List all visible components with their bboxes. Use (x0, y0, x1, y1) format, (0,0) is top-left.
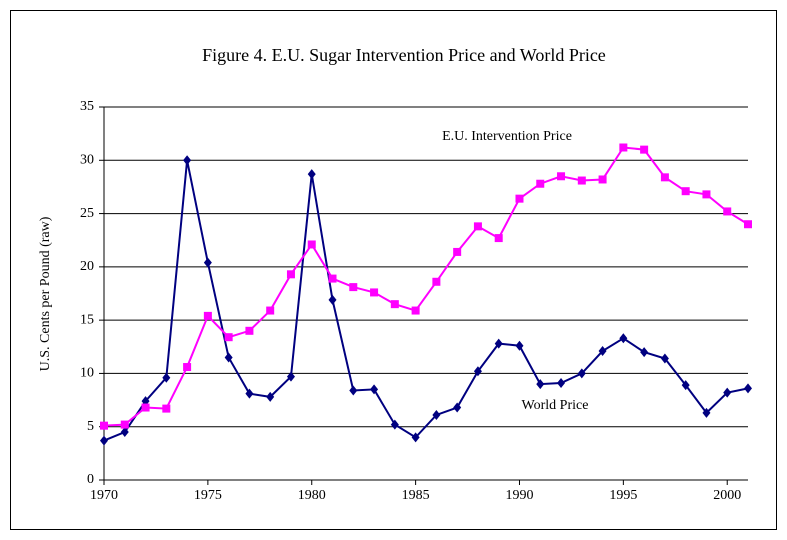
marker (286, 270, 295, 279)
marker (120, 427, 129, 438)
marker (286, 371, 295, 382)
marker (100, 421, 108, 430)
marker (245, 326, 254, 335)
chart-title: Figure 4. E.U. Sugar Intervention Price … (202, 45, 606, 65)
marker (494, 234, 503, 243)
marker (120, 420, 129, 429)
marker (349, 283, 358, 292)
marker (370, 288, 379, 297)
marker (141, 403, 150, 412)
y-tick-label: 10 (80, 366, 94, 381)
marker (557, 378, 566, 389)
marker (744, 220, 752, 229)
marker (245, 388, 254, 399)
marker (432, 277, 441, 286)
marker (536, 379, 545, 390)
marker (619, 333, 628, 344)
marker (432, 409, 441, 420)
y-tick-label: 20 (80, 259, 94, 274)
x-tick-label: 1995 (609, 488, 637, 503)
marker (744, 383, 752, 394)
marker (266, 306, 275, 315)
marker (370, 384, 379, 395)
marker (473, 222, 482, 231)
marker (681, 187, 690, 196)
x-tick-label: 2000 (713, 488, 741, 503)
y-tick-label: 25 (80, 206, 94, 221)
series-line (103, 160, 749, 442)
y-tick-label: 0 (87, 472, 94, 487)
marker (660, 353, 669, 364)
marker (390, 419, 399, 430)
y-tick-label: 15 (80, 312, 94, 327)
marker (702, 407, 711, 418)
marker (162, 404, 171, 413)
marker (349, 385, 358, 396)
marker (473, 366, 482, 377)
marker (619, 143, 628, 152)
x-tick-label: 1975 (194, 488, 222, 503)
marker (411, 432, 420, 443)
y-tick-label: 35 (80, 99, 94, 114)
marker (266, 391, 275, 402)
marker (598, 346, 607, 357)
marker (307, 169, 316, 180)
marker (577, 176, 586, 185)
marker (307, 240, 316, 249)
marker (660, 173, 669, 182)
marker (723, 207, 732, 216)
y-axis-label: U.S. Cents per Pound (raw) (38, 216, 53, 371)
marker (536, 179, 545, 188)
marker (557, 172, 566, 181)
x-tick-label: 1970 (90, 488, 118, 503)
x-tick-label: 1985 (402, 488, 430, 503)
marker (328, 294, 337, 305)
series-label: World Price (522, 398, 589, 413)
marker (598, 175, 607, 184)
marker (640, 347, 649, 358)
marker (702, 190, 711, 199)
marker (203, 311, 212, 320)
marker (224, 352, 233, 363)
x-tick-label: 1980 (298, 488, 326, 503)
marker (203, 257, 212, 268)
y-tick-label: 5 (87, 419, 94, 434)
series-label: E.U. Intervention Price (442, 129, 572, 144)
marker (411, 306, 420, 315)
marker (681, 380, 690, 391)
y-tick-label: 30 (80, 153, 94, 168)
marker (515, 194, 524, 203)
marker (515, 340, 524, 351)
marker (494, 338, 503, 349)
marker (100, 435, 108, 446)
marker (328, 274, 337, 283)
marker (224, 333, 233, 342)
marker (390, 300, 399, 309)
marker (640, 145, 649, 154)
marker (723, 387, 732, 398)
marker (453, 402, 462, 413)
marker (183, 363, 192, 372)
chart-border (10, 10, 777, 530)
marker (453, 247, 462, 256)
marker (162, 372, 171, 383)
marker (183, 155, 192, 166)
x-tick-label: 1990 (505, 488, 533, 503)
marker (577, 368, 586, 379)
